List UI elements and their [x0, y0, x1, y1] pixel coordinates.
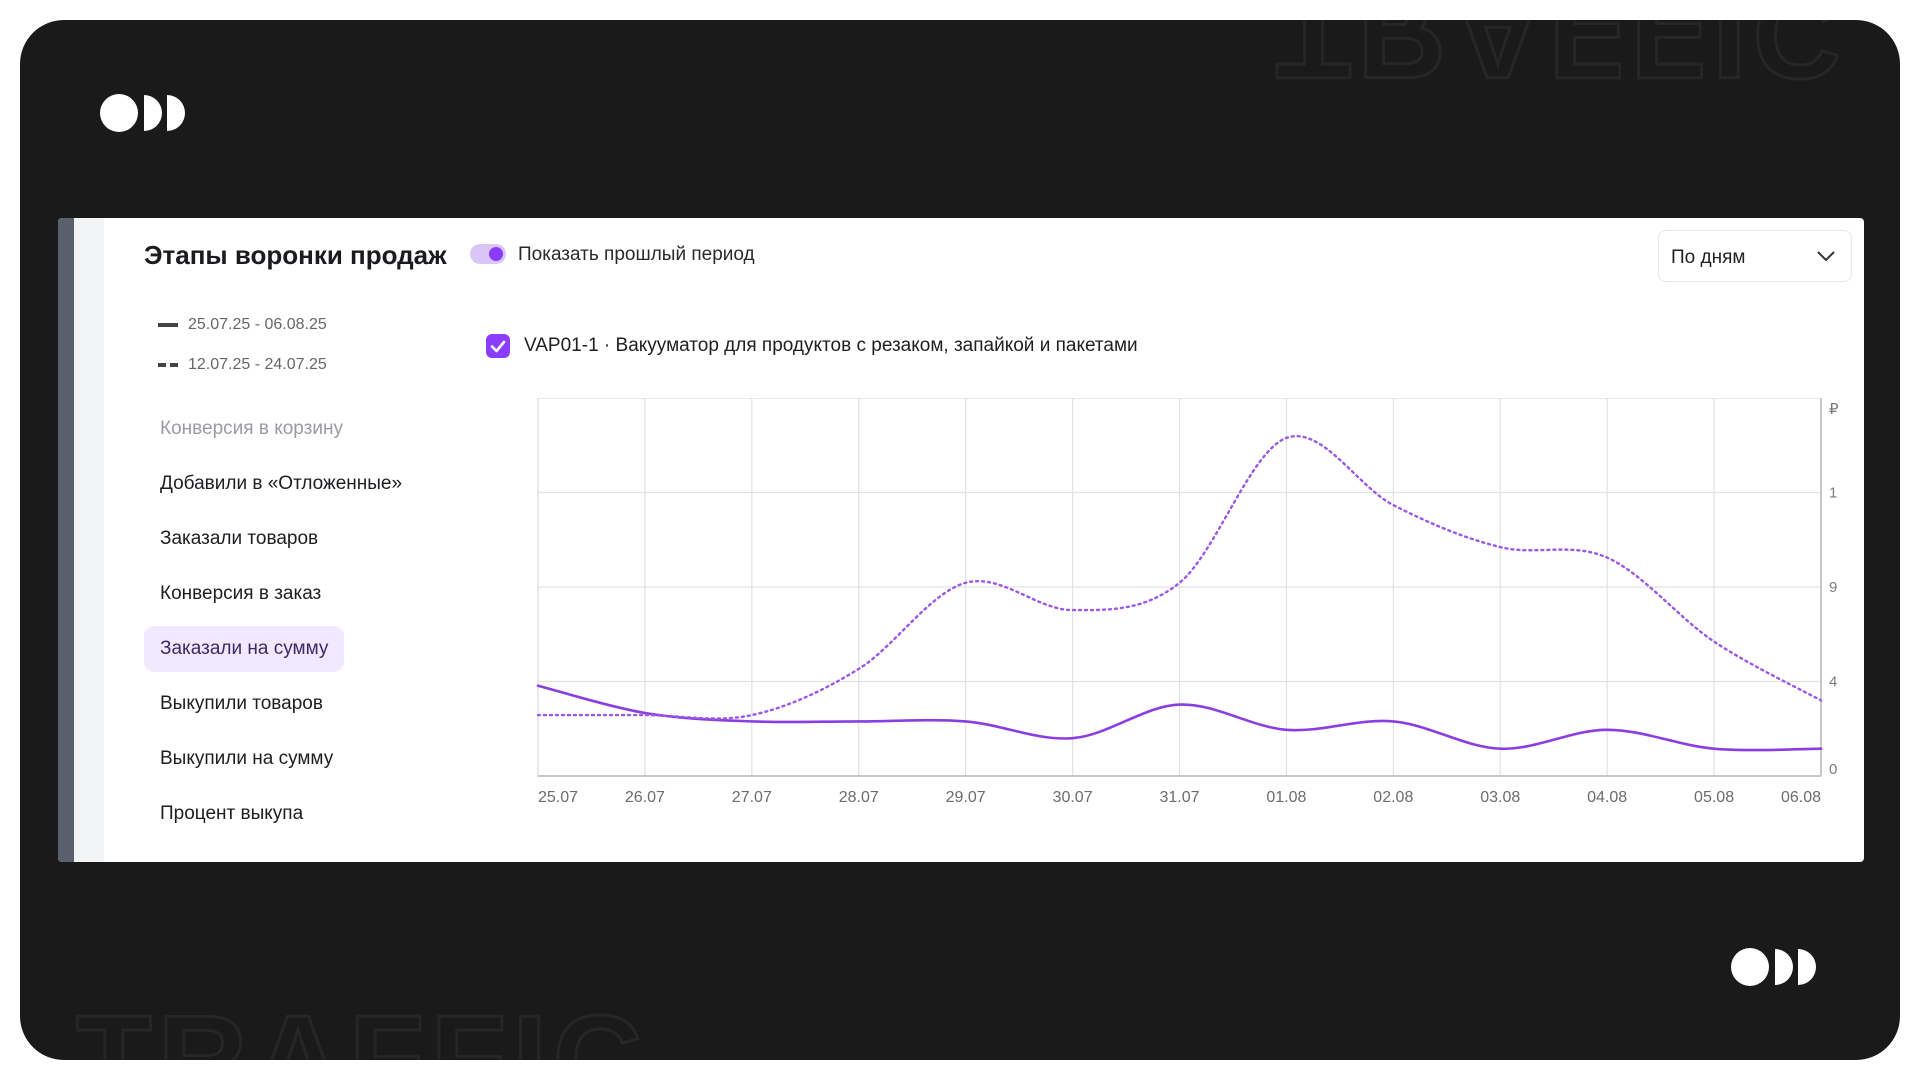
y-tick-label: 90 тыс.: [1829, 579, 1838, 596]
x-tick-label: 03.08: [1480, 789, 1520, 806]
metric-ordered-amount[interactable]: Заказали на сумму: [144, 626, 345, 672]
metric-order-conversion[interactable]: Конверсия в заказ: [160, 583, 322, 604]
x-tick-label: 05.08: [1694, 789, 1734, 806]
chart-grid: [537, 398, 1822, 777]
legend-label-current: 25.07.25 - 06.08.25: [188, 316, 327, 333]
metric-added-to-favorites[interactable]: Добавили в «Отложенные»: [160, 473, 403, 494]
period-legend: 25.07.25 - 06.08.25 12.07.25 - 24.07.25: [158, 316, 327, 396]
sales-funnel-panel: Этапы воронки продаж Показать прошлый пе…: [58, 218, 1864, 862]
x-tick-label: 04.08: [1587, 789, 1627, 806]
orders-amount-chart: 25.07 26.07 27.07 28.07 29.07 30.07 31.07 01.08…: [536, 398, 1838, 806]
period-select-value: По дням: [1671, 247, 1746, 268]
x-tick-label: 26.07: [625, 789, 665, 806]
metric-bought-items[interactable]: Выкупили товаров: [160, 693, 323, 714]
x-tick-label: 28.07: [839, 789, 879, 806]
metric-bought-amount[interactable]: Выкупили на сумму: [160, 748, 334, 769]
metric-buyout-percent[interactable]: Процент выкупа: [160, 803, 304, 824]
y-tick-label: 0: [1829, 761, 1837, 778]
chart-series: [536, 434, 1823, 752]
x-tick-label: 06.08: [1781, 789, 1821, 806]
product-checkbox[interactable]: [486, 334, 510, 358]
y-tick-label: 135 тыс.: [1829, 485, 1838, 502]
traffic-watermark-top: TRAFFIC: [1274, 20, 1849, 105]
check-icon: [490, 340, 506, 353]
panel-edge-shade: [74, 218, 104, 862]
chevron-down-icon: [1817, 251, 1835, 262]
x-tick-label: 30.07: [1053, 789, 1093, 806]
y-tick-label: 45 тыс.: [1829, 674, 1838, 691]
metric-ordered-items[interactable]: Заказали товаров: [160, 528, 319, 549]
brand-logo-bottom: [1731, 948, 1816, 986]
traffic-watermark-bottom: TRAFFIC: [74, 991, 649, 1061]
legend-item-current: 25.07.25 - 06.08.25: [158, 316, 327, 338]
y-axis-labels: ₽0 45 тыс. 90 тыс. 135 тыс.: [1829, 401, 1838, 778]
y-unit-label: ₽: [1829, 401, 1838, 418]
legend-label-previous: 12.07.25 - 24.07.25: [188, 356, 327, 373]
x-axis-labels: 25.07 26.07 27.07 28.07 29.07 30.07 31.07 01.08…: [538, 789, 1821, 806]
metric-cart-conversion[interactable]: Конверсия в корзину: [160, 418, 343, 439]
dark-frame: TRAFFIC TRAFFIC Этапы воронки продаж Пок…: [20, 20, 1900, 1060]
legend-item-previous: 12.07.25 - 24.07.25: [158, 356, 327, 378]
solid-line-swatch: [158, 323, 178, 327]
product-label: VAP01-1 · Вакууматор для продуктов с рез…: [524, 335, 1138, 356]
previous-period-toggle[interactable]: [470, 244, 506, 264]
x-tick-label: 25.07: [538, 789, 578, 806]
panel-title: Этапы воронки продаж: [144, 240, 447, 270]
series-line-current: [536, 684, 1823, 752]
period-select[interactable]: По дням: [1658, 230, 1852, 282]
metric-list: Конверсия в корзину Добавили в «Отложенн…: [144, 406, 418, 846]
dashed-line-swatch: [158, 363, 178, 367]
series-line-previous: [536, 434, 1823, 720]
previous-period-toggle-label: Показать прошлый период: [518, 244, 755, 265]
x-tick-label: 02.08: [1373, 789, 1413, 806]
panel-edge: [58, 218, 74, 862]
toggle-knob: [489, 247, 503, 261]
x-tick-label: 01.08: [1266, 789, 1306, 806]
x-tick-label: 27.07: [732, 789, 772, 806]
x-tick-label: 29.07: [946, 789, 986, 806]
x-tick-label: 31.07: [1159, 789, 1199, 806]
brand-logo-top: [100, 94, 185, 132]
